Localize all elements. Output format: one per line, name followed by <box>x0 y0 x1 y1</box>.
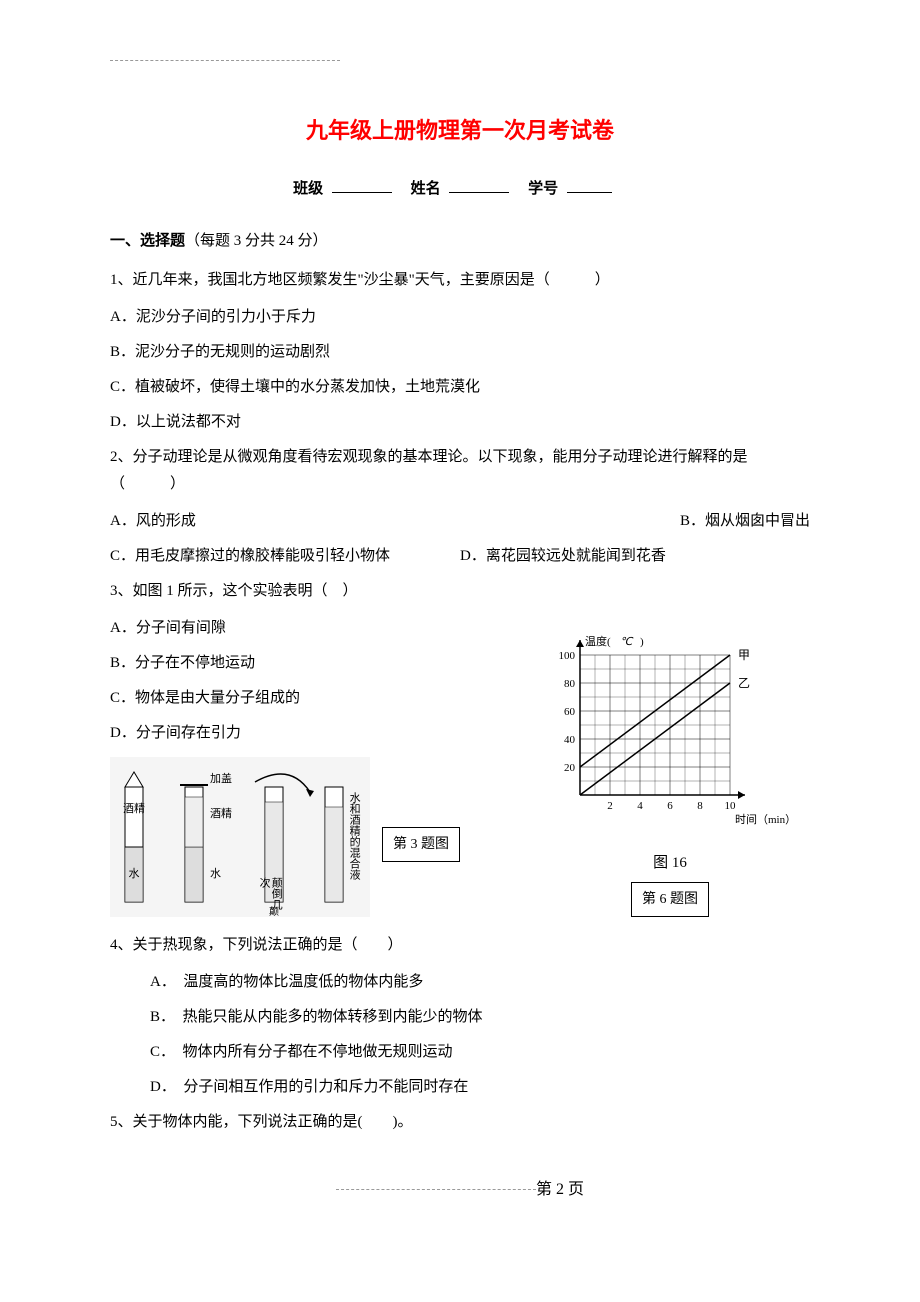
mix-label: 水和酒精的混合液 <box>348 792 360 880</box>
temperature-chart: 温度( ℃) 20 40 60 80 100 2 4 6 8 10 甲乙时间（min） <box>530 625 790 835</box>
page-footer: 第 2 页 <box>110 1176 810 1205</box>
id-label: 学号 <box>528 181 558 197</box>
q4-option-b: B． 热能只能从内能多的物体转移到内能少的物体 <box>150 1004 810 1031</box>
q3-text: 3、如图 1 所示，这个实验表明（ ） <box>110 578 810 605</box>
section-1-title: 一、选择题 <box>110 233 185 249</box>
q1-option-d: D．以上说法都不对 <box>110 409 810 436</box>
q3-option-b: B．分子在不停地运动 <box>110 650 530 677</box>
q2-option-c: C．用毛皮摩擦过的橡胶棒能吸引轻小物体 <box>110 543 460 570</box>
svg-text:40: 40 <box>564 734 576 746</box>
student-info-line: 班级 姓名 学号 <box>110 176 810 203</box>
q3-option-a: A．分子间有间隙 <box>110 615 530 642</box>
svg-text:6: 6 <box>667 800 673 812</box>
q6-chart: 温度( ℃) 20 40 60 80 100 2 4 6 8 10 甲乙时间（min） <box>530 625 810 845</box>
q2-option-cd: C．用毛皮摩擦过的橡胶棒能吸引轻小物体 D．离花园较远处就能闻到花香 <box>110 543 810 570</box>
footer-dash <box>336 1189 536 1190</box>
q2-option-b: B．烟从烟囱中冒出 <box>680 508 810 535</box>
svg-text:时间（min）: 时间（min） <box>735 813 790 826</box>
svg-text:乙: 乙 <box>738 676 750 690</box>
test-tubes-diagram: 酒精 水 酒精 水 加盖 颠 <box>110 757 370 917</box>
class-label: 班级 <box>293 181 323 197</box>
q3-figure-label: 第 3 题图 <box>382 827 460 862</box>
svg-text:8: 8 <box>697 800 703 812</box>
q5-text: 5、关于物体内能，下列说法正确的是( )。 <box>110 1109 810 1136</box>
q1-option-b: B．泥沙分子的无规则的运动剧烈 <box>110 339 810 366</box>
name-label: 姓名 <box>411 181 441 197</box>
svg-text:100: 100 <box>559 650 576 662</box>
svg-text:60: 60 <box>564 706 576 718</box>
section-1-heading: 一、选择题（每题 3 分共 24 分） <box>110 228 810 255</box>
q1-option-c: C．植被破坏，使得土壤中的水分蒸发加快，土地荒漠化 <box>110 374 810 401</box>
svg-text:℃: ℃ <box>620 636 634 648</box>
q2-option-d: D．离花园较远处就能闻到花香 <box>460 543 810 570</box>
q6-caption: 图 16 <box>530 850 810 877</box>
q2-text: 2、分子动理论是从微观角度看待宏观现象的基本理论。以下现象，能用分子动理论进行解… <box>110 444 810 498</box>
svg-text:80: 80 <box>564 678 576 690</box>
svg-text:加盖: 加盖 <box>210 771 232 785</box>
svg-text:10: 10 <box>725 800 737 812</box>
flip-label: 颠倒几次 <box>258 877 282 917</box>
svg-text:温度(: 温度( <box>585 634 611 648</box>
svg-text:4: 4 <box>637 800 643 812</box>
q6-figure-label: 第 6 题图 <box>631 882 709 917</box>
section-1-scoring: （每题 3 分共 24 分） <box>185 233 328 249</box>
q4-option-d: D． 分子间相互作用的引力和斥力不能同时存在 <box>150 1074 810 1101</box>
q3-option-d: D．分子间存在引力 <box>110 720 530 747</box>
svg-text:甲: 甲 <box>738 648 750 662</box>
svg-text:酒精: 酒精 <box>123 802 145 815</box>
q1-text: 1、近几年来，我国北方地区频繁发生"沙尘暴"天气，主要原因是（ ） <box>110 267 810 294</box>
page-number: 第 2 页 <box>536 1181 584 1198</box>
svg-text:): ) <box>640 636 644 648</box>
q4-text: 4、关于热现象，下列说法正确的是（ ） <box>110 932 810 959</box>
id-blank[interactable] <box>567 192 612 193</box>
q2-option-ab: A．风的形成 B．烟从烟囱中冒出 <box>110 508 810 535</box>
q1-option-a: A．泥沙分子间的引力小于斥力 <box>110 304 810 331</box>
svg-text:水: 水 <box>210 867 221 880</box>
svg-text:2: 2 <box>607 800 613 812</box>
q3-option-c: C．物体是由大量分子组成的 <box>110 685 530 712</box>
q3-figure-row: 酒精 水 酒精 水 加盖 颠 <box>110 757 530 917</box>
svg-text:20: 20 <box>564 762 576 774</box>
svg-text:水: 水 <box>129 867 140 880</box>
svg-text:酒精: 酒精 <box>210 807 232 820</box>
page-title: 九年级上册物理第一次月考试卷 <box>110 111 810 151</box>
q2-option-a: A．风的形成 <box>110 513 196 529</box>
name-blank[interactable] <box>449 192 509 193</box>
class-blank[interactable] <box>332 192 392 193</box>
q4-option-a: A． 温度高的物体比温度低的物体内能多 <box>150 969 810 996</box>
q4-option-c: C． 物体内所有分子都在不停地做无规则运动 <box>150 1039 810 1066</box>
header-dash-line <box>110 60 340 61</box>
